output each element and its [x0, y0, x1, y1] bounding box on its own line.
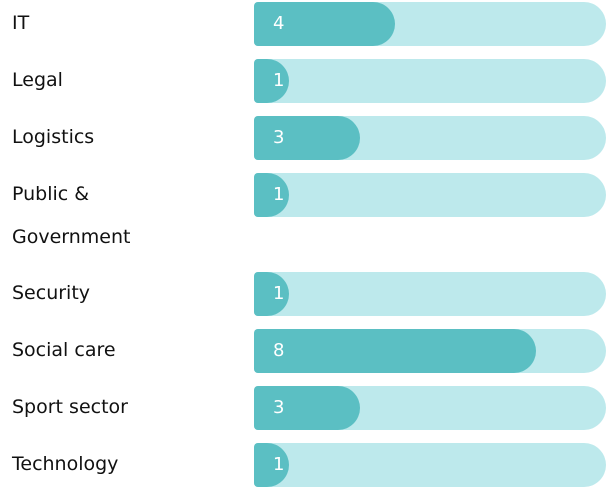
bar [254, 329, 536, 373]
bar [254, 173, 290, 217]
bar [254, 443, 290, 487]
value-label: 1 [273, 184, 285, 205]
value-label: 3 [273, 397, 285, 418]
bar-row: IT 4 [0, 2, 612, 46]
bar [254, 59, 290, 103]
bar [254, 2, 395, 46]
category-label: Social care [12, 339, 116, 361]
bar-track: 1 [254, 59, 606, 103]
category-label: IT [12, 12, 30, 34]
bar [254, 116, 360, 160]
category-label: Security [12, 282, 91, 304]
bar-row: Sport sector 3 [0, 386, 612, 430]
value-label: 4 [273, 13, 285, 34]
bar [254, 272, 290, 316]
category-label: Logistics [12, 126, 95, 148]
category-label: Sport sector [12, 396, 128, 418]
category-label: Legal [12, 69, 63, 91]
bar-track: 1 [254, 173, 606, 217]
bar-row: Logistics 3 [0, 116, 612, 160]
value-label: 3 [273, 127, 285, 148]
bar-track: 1 [254, 443, 606, 487]
bar-row: Social care 8 [0, 329, 612, 373]
bar-track: 4 [254, 2, 606, 46]
bar-row: Technology 1 [0, 443, 612, 487]
bar [254, 386, 360, 430]
value-label: 1 [273, 283, 285, 304]
value-label: 1 [273, 70, 285, 91]
bar-row: Security 1 [0, 272, 612, 316]
bar-track: 3 [254, 386, 606, 430]
bar-track: 1 [254, 272, 606, 316]
bar-row: Legal 1 [0, 59, 612, 103]
bar-track: 8 [254, 329, 606, 373]
bar-track: 3 [254, 116, 606, 160]
category-label: Technology [12, 453, 119, 475]
value-label: 8 [273, 340, 285, 361]
category-label: Public & Government [12, 183, 131, 248]
value-label: 1 [273, 454, 285, 475]
bar-row: Public & Government 1 [0, 173, 612, 259]
